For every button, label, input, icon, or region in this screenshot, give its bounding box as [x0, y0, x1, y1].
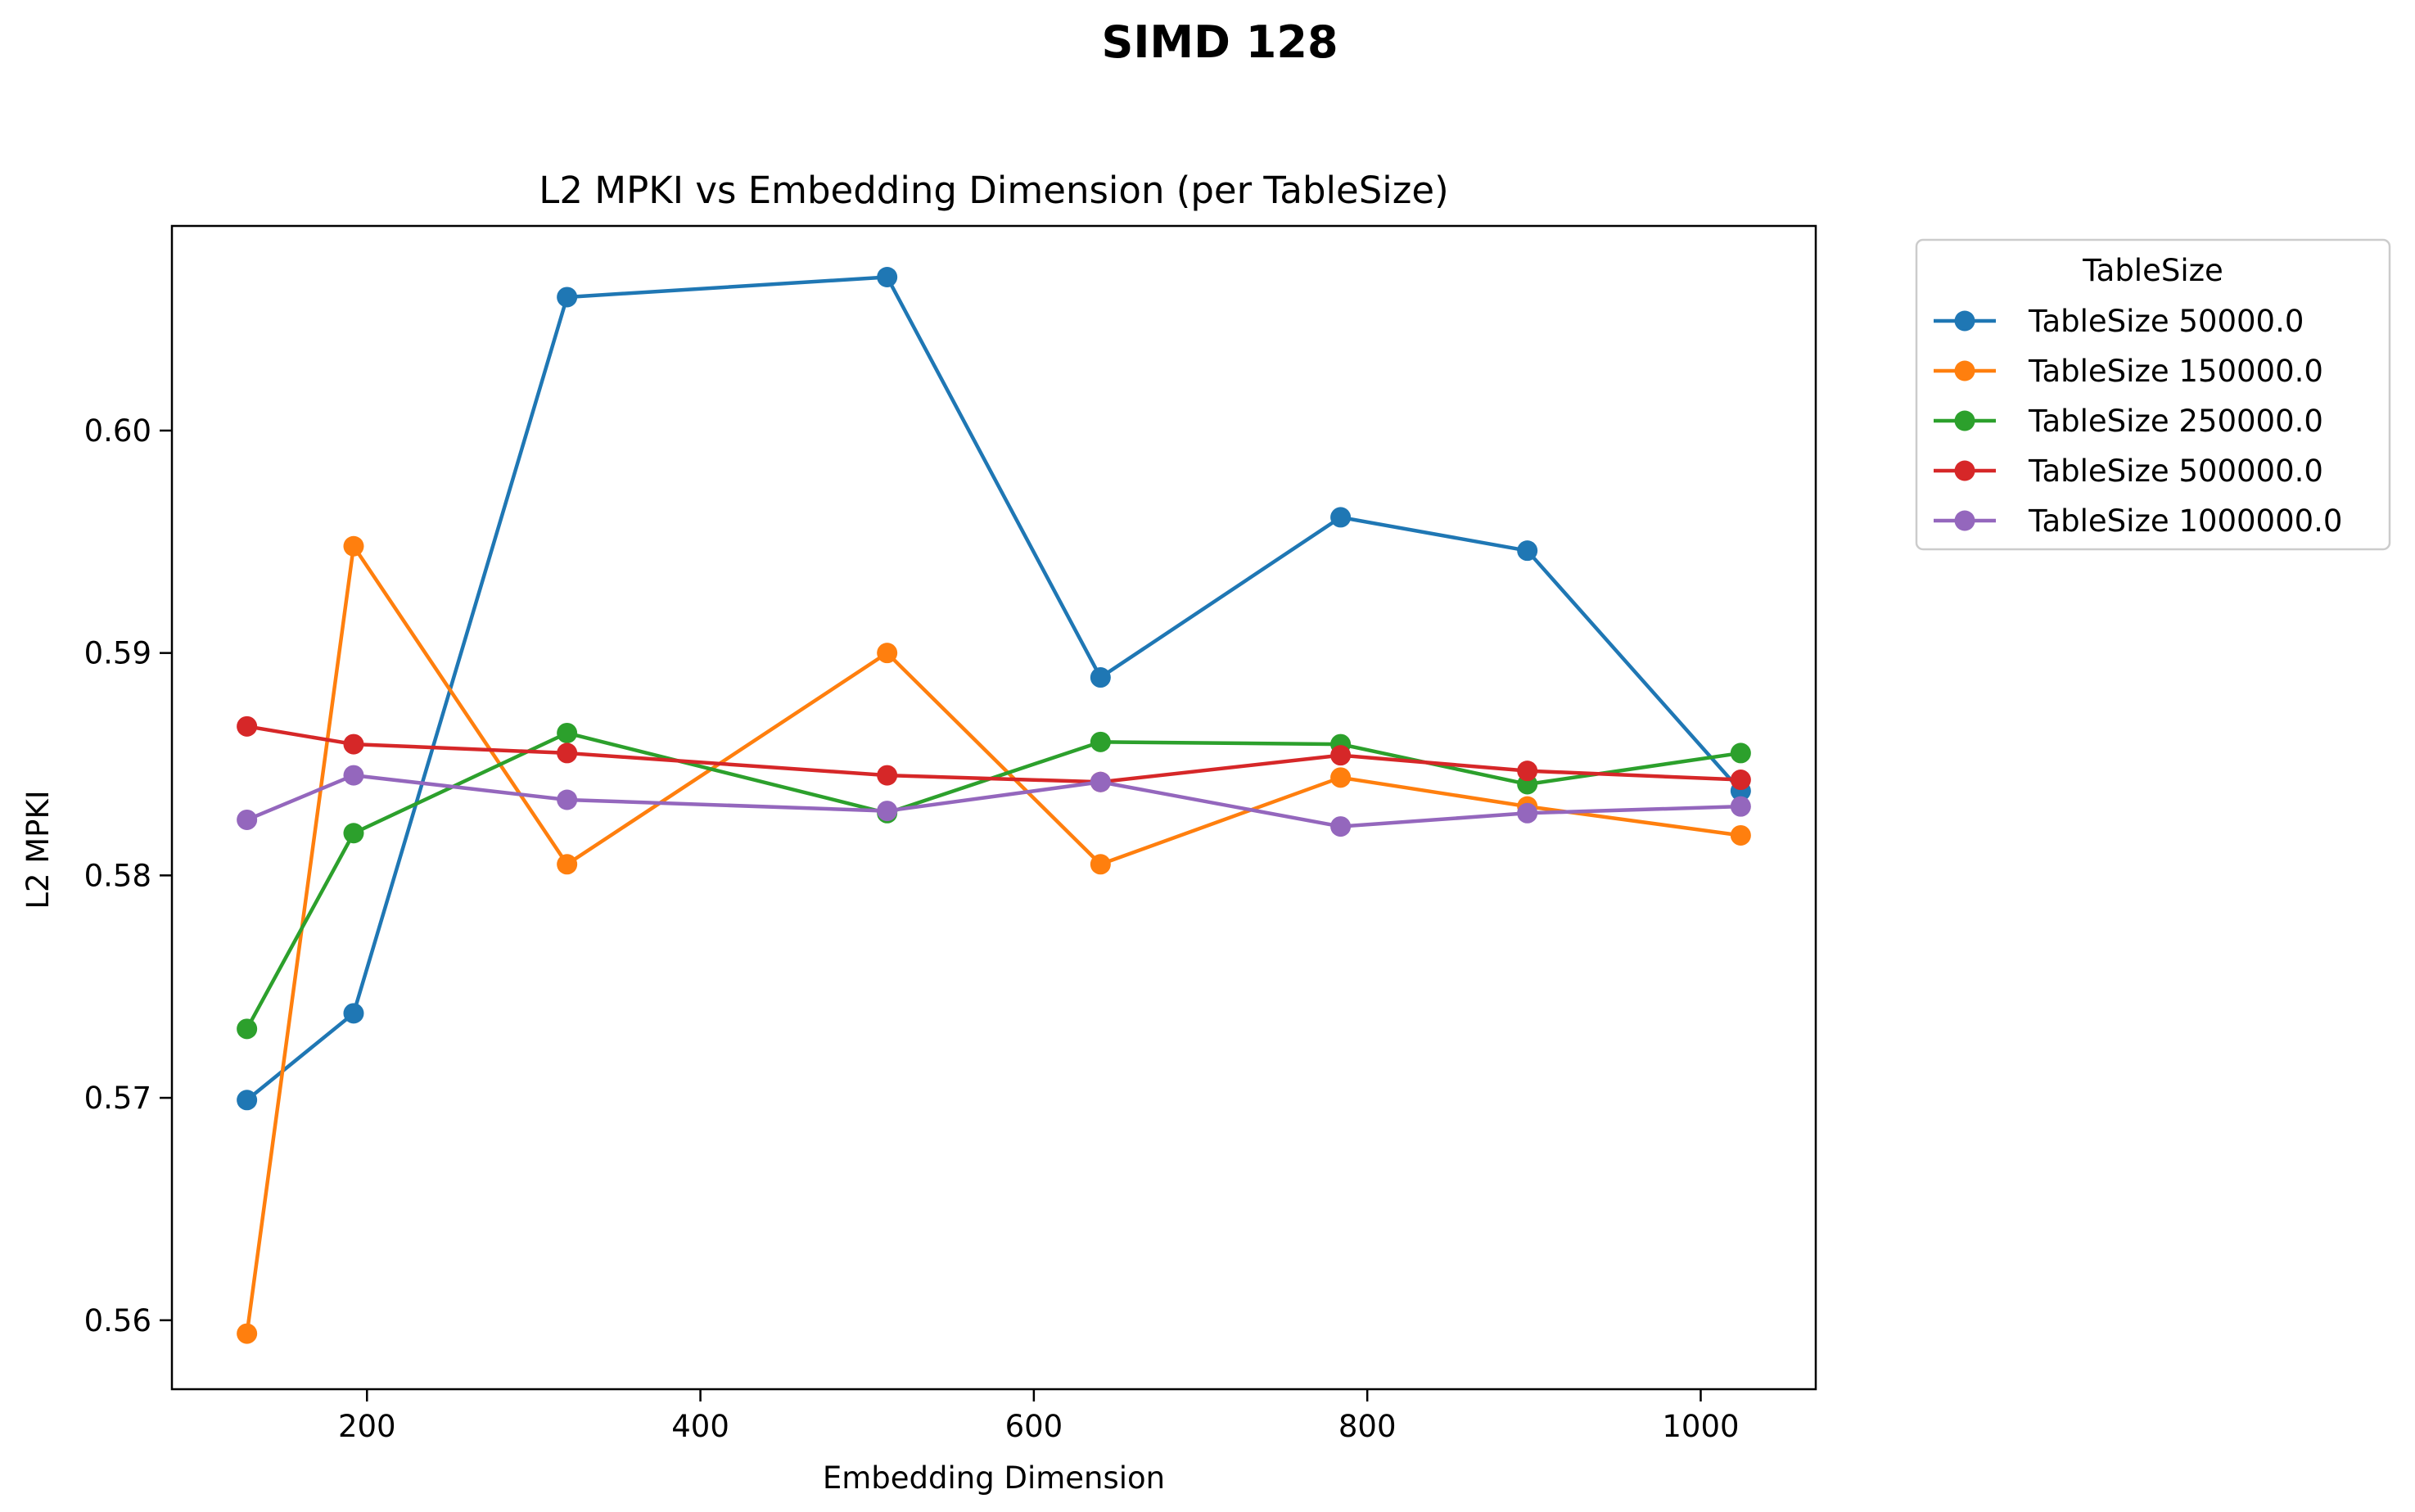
data-point [557, 742, 578, 764]
data-point [1330, 816, 1352, 837]
legend-marker [1954, 310, 1975, 332]
series-line [246, 773, 1741, 828]
x-axis-ticks: 200 400 600 800 1000 [338, 1389, 1740, 1444]
legend-label: TableSize 50000.0 [2028, 304, 2304, 339]
x-axis-label: Embedding Dimension [823, 1460, 1165, 1496]
data-point [1330, 745, 1352, 766]
data-point [1330, 767, 1352, 788]
y-tick-label: 0.57 [84, 1081, 151, 1116]
data-point [343, 733, 364, 755]
legend-label: TableSize 500000.0 [2028, 454, 2323, 489]
y-axis-label: L2 MPKI [20, 790, 56, 909]
series-line [246, 275, 1743, 1102]
legend-marker [1954, 510, 1975, 531]
data-point [1517, 761, 1538, 782]
data-point [1517, 802, 1538, 824]
plot-area: 200 400 600 800 1000 0.56 0.57 0.58 0.59 0.60 [84, 224, 1817, 1444]
legend-marker [1954, 410, 1975, 431]
legend-title: TableSize [2082, 253, 2223, 288]
legend-entries: TableSize 50000.0 TableSize 150000.0 Table… [1934, 304, 2342, 539]
legend-marker [1954, 360, 1975, 381]
y-tick-label: 0.58 [84, 858, 151, 893]
legend-label: TableSize 150000.0 [2028, 354, 2323, 389]
data-point [1090, 731, 1111, 752]
series-line [246, 724, 1741, 784]
series-2 [237, 535, 1751, 1344]
legend-label: TableSize 250000.0 [2028, 404, 2323, 439]
chart-title: L2 MPKI vs Embedding Dimension (per Tabl… [539, 169, 1448, 212]
data-point [1517, 540, 1538, 562]
legend-frame [1915, 238, 2391, 551]
data-point [343, 535, 364, 557]
data-point [877, 643, 898, 664]
data-point [237, 1323, 258, 1344]
data-point [237, 1090, 258, 1111]
y-tick-label: 0.56 [84, 1303, 151, 1338]
x-tick-label: 800 [1338, 1409, 1397, 1444]
legend-entry: TableSize 500000.0 [1934, 454, 2323, 489]
legend-entry: TableSize 250000.0 [1934, 404, 2323, 439]
data-point [1730, 742, 1751, 764]
y-tick-label: 0.59 [84, 636, 151, 671]
data-point [557, 789, 578, 810]
data-point [1090, 854, 1111, 875]
data-point [557, 854, 578, 875]
plot-frame [170, 224, 1817, 1391]
data-point [237, 1018, 258, 1040]
data-point [343, 765, 364, 786]
data-point [877, 801, 898, 822]
x-tick-label: 1000 [1662, 1409, 1739, 1444]
data-point [1730, 770, 1751, 791]
series-1 [237, 266, 1751, 1111]
data-point [1330, 507, 1352, 528]
legend-label: TableSize 1000000.0 [2028, 503, 2342, 539]
figure-suptitle: SIMD 128 [1101, 16, 1338, 68]
series-5 [237, 765, 1751, 837]
legend-entry: TableSize 50000.0 [1934, 304, 2304, 339]
data-point [1090, 667, 1111, 688]
x-tick-label: 600 [1005, 1409, 1063, 1444]
x-tick-label: 200 [338, 1409, 396, 1444]
y-axis-ticks: 0.56 0.57 0.58 0.59 0.60 [84, 413, 172, 1338]
series-layer [237, 266, 1751, 1344]
data-point [237, 809, 258, 830]
x-tick-label: 400 [671, 1409, 729, 1444]
data-point [343, 1003, 364, 1024]
data-point [1090, 771, 1111, 792]
data-point [1730, 824, 1751, 846]
data-point [343, 823, 364, 844]
data-point [877, 765, 898, 786]
data-point [557, 287, 578, 308]
data-point [557, 722, 578, 743]
data-point [1730, 796, 1751, 817]
data-point [877, 266, 898, 287]
legend-entry: TableSize 150000.0 [1934, 354, 2323, 389]
legend-marker [1954, 460, 1975, 481]
legend: TableSize TableSize 50000.0 TableSize 150… [1915, 238, 2391, 551]
data-point [237, 715, 258, 737]
y-tick-label: 0.60 [84, 413, 151, 449]
legend-entry: TableSize 1000000.0 [1934, 503, 2342, 539]
series-line [245, 544, 1741, 1334]
